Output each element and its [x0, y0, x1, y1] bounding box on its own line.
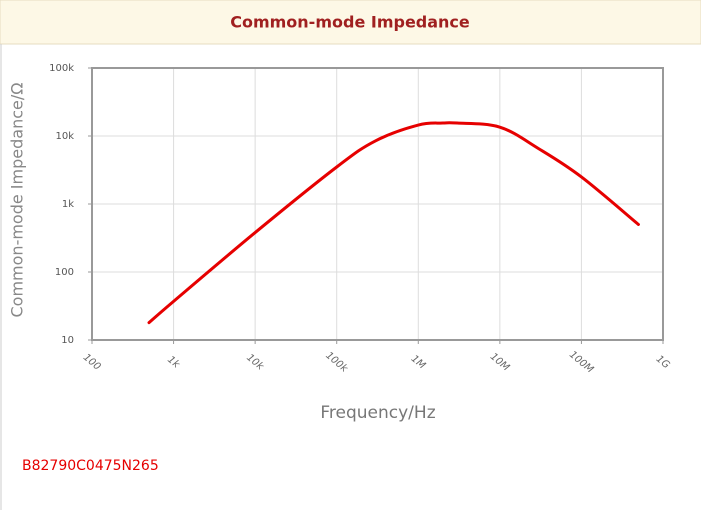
x-axis-label: Frequency/Hz	[320, 403, 435, 423]
y-tick-label: 10k	[55, 131, 74, 142]
legend-label: B82790C0475N265	[22, 458, 159, 474]
x-tick-label: 1G	[654, 354, 672, 372]
plot-frame	[91, 67, 664, 341]
x-tick-label: 10k	[244, 352, 266, 373]
y-tick-label: 1k	[62, 199, 74, 210]
x-tick-label: 1M	[409, 353, 428, 371]
x-tick-label: 100	[81, 352, 103, 373]
header	[0, 0, 701, 45]
chart-title: Common-mode Impedance	[230, 13, 470, 32]
data-line	[147, 121, 640, 325]
y-tick-label: 100k	[49, 63, 74, 74]
x-tick-label: 10M	[488, 351, 512, 373]
y-axis-label: Common-mode Impedance/Ω	[8, 83, 27, 318]
x-tick-label: 1k	[165, 354, 182, 371]
x-tick-label: 100M	[567, 349, 596, 375]
y-tick-label: 10	[61, 335, 74, 346]
y-tick-label: 100	[55, 267, 74, 278]
x-tick-label: 100k	[323, 350, 350, 375]
